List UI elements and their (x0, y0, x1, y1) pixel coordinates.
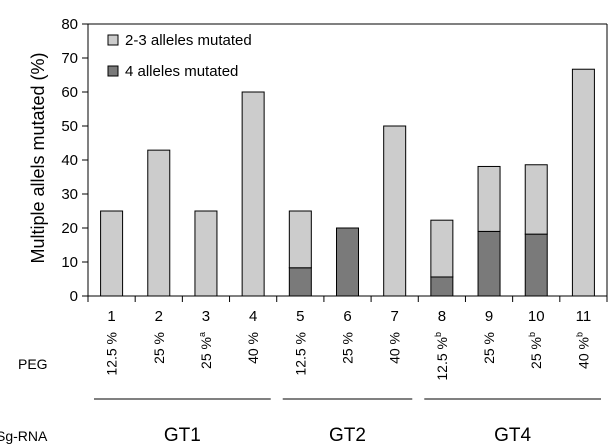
bar-layer (100, 68, 595, 297)
group-label-gt4: GT4 (494, 425, 531, 444)
peg-superscript: a (197, 332, 207, 337)
axis-layer: 0 10 20 30 40 50 60 70 80 Multiple allels mutated… (28, 16, 608, 305)
y-tick-label: 80 (61, 16, 78, 33)
bar-segment-two-three-alleles-2 (147, 149, 171, 297)
legend-swatch (107, 65, 119, 77)
peg-value-label: 40 % (245, 332, 261, 364)
legend-swatch (107, 34, 119, 46)
y-tick-label: 10 (61, 254, 78, 271)
peg-value-label: 12.5 % (104, 332, 120, 376)
y-tick-label: 0 (70, 288, 78, 305)
group-label-gt1: GT1 (164, 425, 201, 444)
y-tick-label: 60 (61, 84, 78, 101)
bar-segment-two-three-alleles-1 (100, 210, 124, 297)
y-tick-label: 30 (61, 186, 78, 203)
x-tick-label: 7 (391, 308, 399, 325)
peg-value-label: 25 %b (527, 332, 544, 369)
x-tick-label: 10 (528, 308, 545, 325)
peg-row-label: PEG (18, 356, 48, 372)
x-tick-label: 1 (107, 308, 115, 325)
peg-value-label: 12.5 % (292, 332, 308, 376)
bar-segment-four-alleles-8 (430, 276, 454, 297)
bar-segment-two-three-alleles-10 (524, 164, 548, 235)
y-axis-label: Multiple allels mutated (%) (28, 52, 48, 263)
peg-value-label: 25 % (340, 332, 356, 364)
bar-segment-two-three-alleles-7 (383, 125, 407, 297)
bar-segment-two-three-alleles-9 (477, 165, 501, 232)
peg-value-label: 25 %a (197, 332, 214, 369)
legend-label: 4 alleles mutated (125, 63, 238, 80)
peg-value-label: 12.5 %b (433, 332, 450, 381)
y-tick-label: 40 (61, 152, 78, 169)
x-tick-label: 5 (296, 308, 304, 325)
bar-segment-two-three-alleles-11 (571, 68, 595, 297)
bar-segment-two-three-alleles-8 (430, 219, 454, 278)
legend-label: 2-3 alleles mutated (125, 32, 252, 49)
group-label-gt2: GT2 (329, 425, 366, 444)
y-tick-label: 70 (61, 50, 78, 67)
peg-superscript: b (574, 332, 584, 337)
bar-segment-two-three-alleles-3 (194, 210, 218, 297)
x-tick-label: 6 (343, 308, 351, 325)
bar-segment-two-three-alleles-5 (288, 210, 312, 269)
peg-value-label: 40 %b (574, 332, 591, 369)
peg-value-label: 25 % (151, 332, 167, 364)
y-tick-label: 20 (61, 220, 78, 237)
x-tick-label: 2 (155, 308, 163, 325)
peg-superscript: b (433, 332, 443, 337)
x-tick-label: 8 (438, 308, 446, 325)
bar-segment-four-alleles-6 (336, 227, 359, 297)
bar-segment-four-alleles-9 (477, 230, 501, 297)
peg-superscript: b (527, 332, 537, 337)
x-tick-label: 11 (576, 308, 592, 325)
sgrna-row-label: Sg-RNA (0, 428, 48, 444)
bar-segment-four-alleles-10 (524, 233, 548, 297)
legend: 2-3 alleles mutated 4 alleles mutated (107, 32, 252, 80)
x-tick-label: 4 (249, 308, 257, 325)
peg-value-label: 25 % (481, 332, 497, 364)
x-tick-label: 9 (485, 308, 493, 325)
y-tick-label: 50 (61, 118, 78, 135)
peg-value-label: 40 % (387, 332, 403, 364)
x-tick-label: 3 (202, 308, 210, 325)
bar-segment-two-three-alleles-4 (241, 91, 265, 297)
bar-segment-four-alleles-5 (288, 267, 312, 297)
